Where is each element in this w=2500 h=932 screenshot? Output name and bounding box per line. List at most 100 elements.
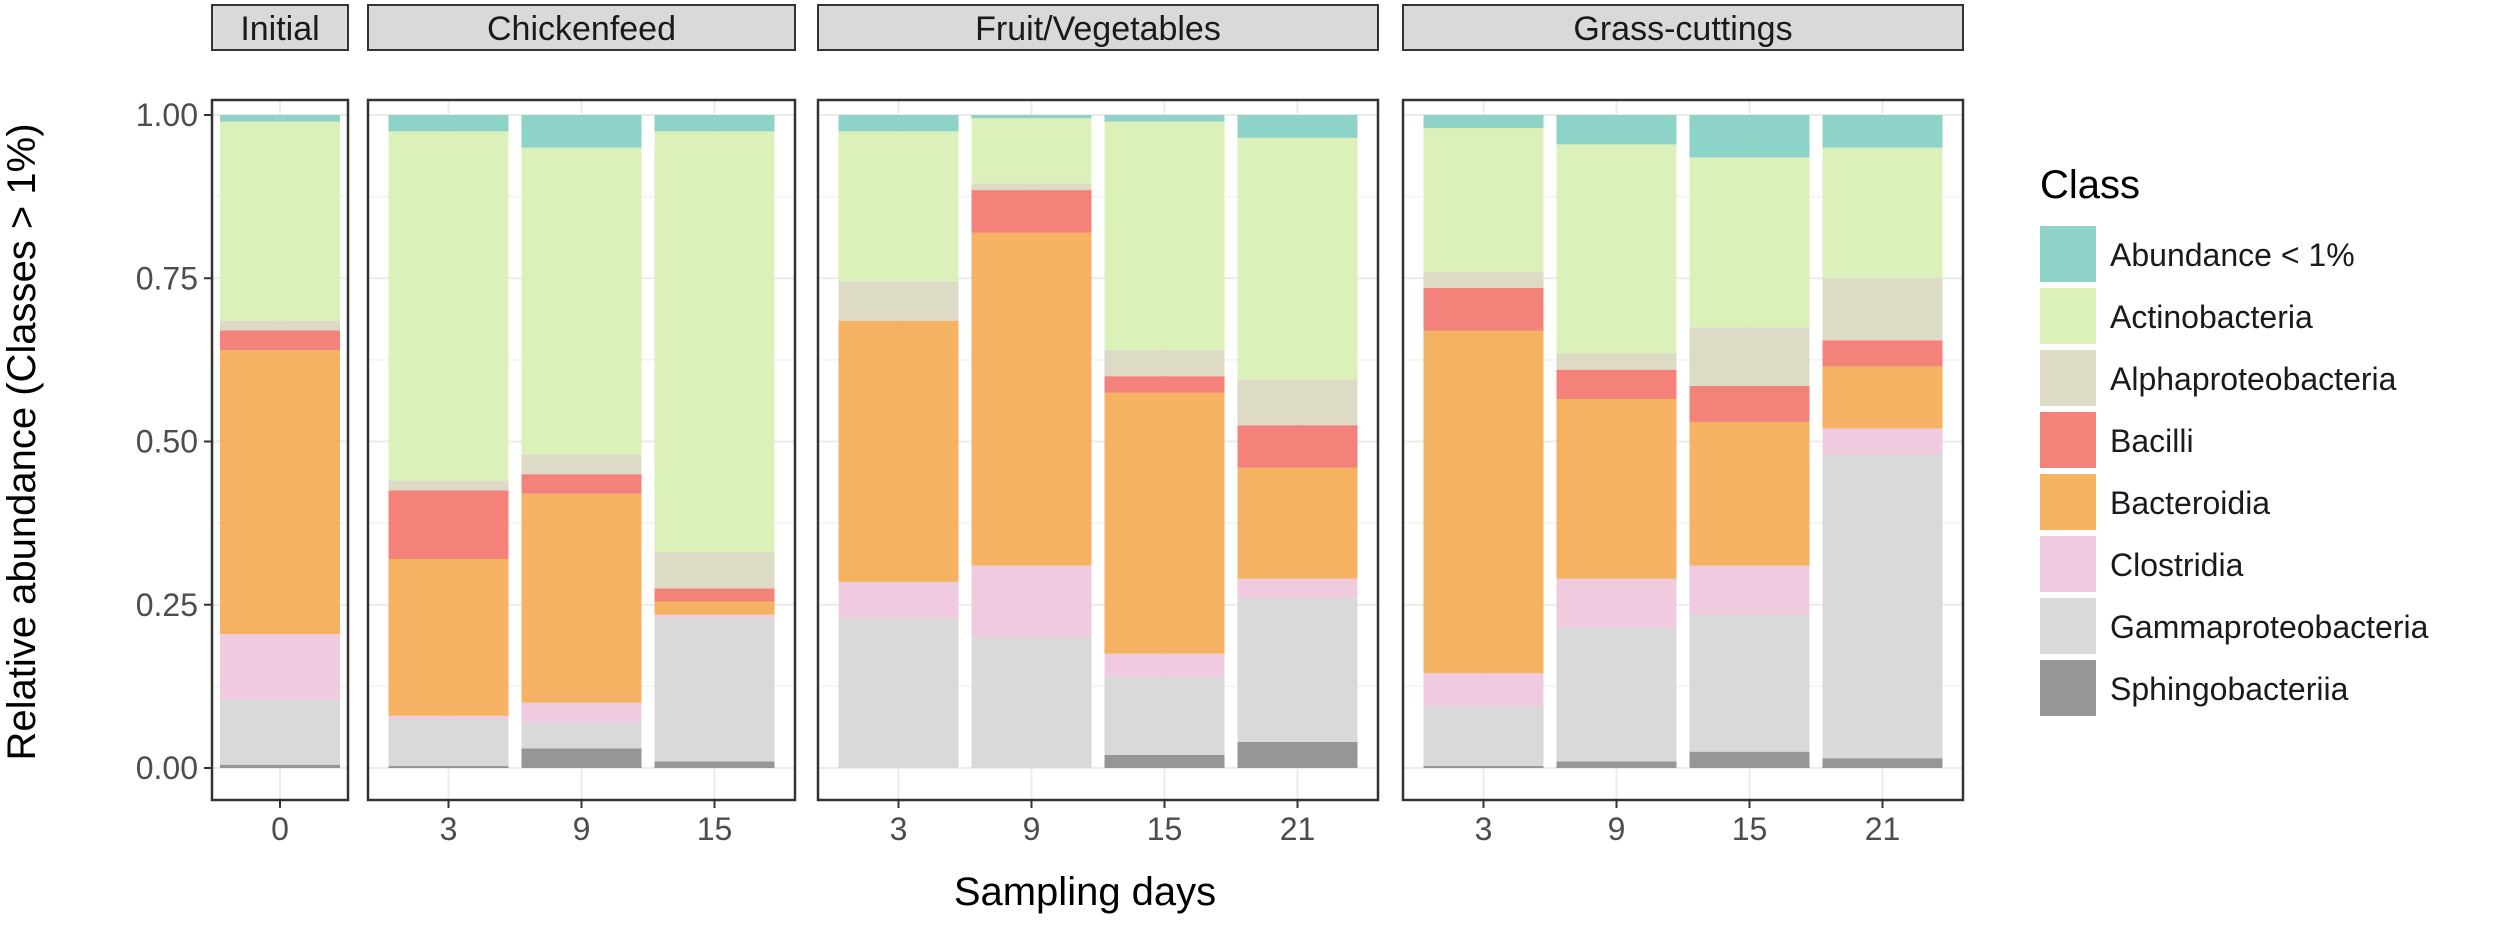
bar-segment xyxy=(1237,425,1358,468)
facet-title: Fruit/Vegetables xyxy=(975,10,1221,48)
x-tick-label: 3 xyxy=(440,811,458,847)
bar-segment xyxy=(1423,288,1544,331)
bar-segment xyxy=(521,115,642,148)
bar-segment xyxy=(971,118,1092,184)
bar-segment xyxy=(1423,128,1544,272)
bar-segment xyxy=(1423,705,1544,767)
bar-segment xyxy=(1423,673,1544,706)
legend-label: Bacilli xyxy=(2110,423,2194,459)
x-tick-label: 9 xyxy=(573,811,591,847)
bar-segment xyxy=(654,614,775,618)
facet-title: Chickenfeed xyxy=(487,10,676,48)
stacked-bar xyxy=(1237,115,1358,768)
y-tick-label: 0.00 xyxy=(136,750,198,786)
bar-segment xyxy=(1556,761,1677,768)
stacked-bar xyxy=(1104,115,1225,768)
legend-swatch xyxy=(2040,350,2096,406)
x-tick-label: 15 xyxy=(1147,811,1183,847)
bar-segment xyxy=(1556,578,1677,628)
bar-segment xyxy=(1423,330,1544,674)
bar-segment xyxy=(838,115,959,132)
legend-label: Gammaproteobacteria xyxy=(2110,609,2429,645)
facet-strip xyxy=(367,4,796,51)
bar-segment xyxy=(1689,327,1810,386)
legend: Class Abundance < 1% Actinobacteria Alphap… xyxy=(2040,163,2429,716)
bar-segment xyxy=(654,131,775,553)
panel-border xyxy=(1401,98,1965,802)
x-tick-label: 9 xyxy=(1608,811,1626,847)
bar-segment xyxy=(654,601,775,615)
bar-segment xyxy=(838,581,959,618)
bar-segment xyxy=(1822,278,1943,341)
bar-segment xyxy=(1822,115,1943,148)
bar-segment xyxy=(1822,758,1943,768)
bar-segment xyxy=(521,493,642,703)
bar-segment xyxy=(388,131,509,481)
bar-segment xyxy=(388,766,509,768)
x-tick-label: 3 xyxy=(1475,811,1493,847)
bar-segment xyxy=(220,350,340,635)
bar-segment xyxy=(388,115,509,132)
x-tick-label: 3 xyxy=(890,811,908,847)
facet-title: Initial xyxy=(240,10,319,48)
bar-segment xyxy=(1556,399,1677,579)
bar-segment xyxy=(1689,385,1810,422)
facet-title: Grass-cuttings xyxy=(1573,10,1792,48)
facet-strip xyxy=(211,4,349,51)
legend-title: Class xyxy=(2040,163,2140,207)
y-tick-label: 0.75 xyxy=(136,260,198,296)
bar-segment xyxy=(971,190,1092,233)
stacked-bar xyxy=(521,115,642,768)
y-axis: 0.00 0.25 0.50 0.75 1.00 xyxy=(136,97,212,786)
bar-segment xyxy=(220,320,340,331)
bar-segment xyxy=(220,330,340,351)
stacked-bar xyxy=(1689,115,1810,768)
bar-segment xyxy=(1822,454,1943,759)
bar-segment xyxy=(1104,653,1225,677)
stacked-bar xyxy=(1423,115,1544,768)
bar-segment xyxy=(654,115,775,132)
bar-segment xyxy=(1689,421,1810,566)
legend-label: Abundance < 1% xyxy=(2110,237,2355,273)
y-axis-title: Relative abundance (Classes > 1%) xyxy=(0,123,44,760)
bar-segment xyxy=(1423,271,1544,289)
bar-segment xyxy=(1237,578,1358,599)
bar-segment xyxy=(1556,353,1677,370)
bar-segment xyxy=(1104,121,1225,351)
bar-segment xyxy=(1104,392,1225,654)
bar-segment xyxy=(1822,340,1943,367)
legend-label: Actinobacteria xyxy=(2110,299,2313,335)
x-axis-title: Sampling days xyxy=(954,870,1216,914)
bar-segment xyxy=(220,121,340,321)
bar-segment xyxy=(1237,115,1358,138)
bar-segment xyxy=(1689,157,1810,328)
stacked-bar xyxy=(1822,115,1943,768)
panel-border xyxy=(366,98,797,802)
x-tick-label: 9 xyxy=(1023,811,1041,847)
bar-segment xyxy=(521,474,642,494)
x-tick-label: 15 xyxy=(1732,811,1768,847)
facet-strip xyxy=(817,4,1379,51)
bar-segment xyxy=(220,699,340,765)
bar-segment xyxy=(1104,754,1225,768)
bar-segment xyxy=(1689,751,1810,768)
facet-panel: Initial 0 xyxy=(210,4,350,847)
bar-segment xyxy=(1423,115,1544,129)
legend-swatch xyxy=(2040,536,2096,592)
bar-segment xyxy=(1556,144,1677,354)
bar-segment xyxy=(971,115,1092,119)
legend-label: Bacteroidia xyxy=(2110,485,2270,521)
bar-segment xyxy=(1822,147,1943,279)
bar-segment xyxy=(838,281,959,321)
bar-segment xyxy=(1556,369,1677,400)
bar-segment xyxy=(388,490,509,560)
x-tick-label: 15 xyxy=(697,811,733,847)
bar-segment xyxy=(654,552,775,589)
legend-swatch xyxy=(2040,598,2096,654)
y-tick-label: 1.00 xyxy=(136,97,198,133)
bar-segment xyxy=(654,761,775,768)
bar-segment xyxy=(521,722,642,749)
legend-swatch xyxy=(2040,226,2096,282)
